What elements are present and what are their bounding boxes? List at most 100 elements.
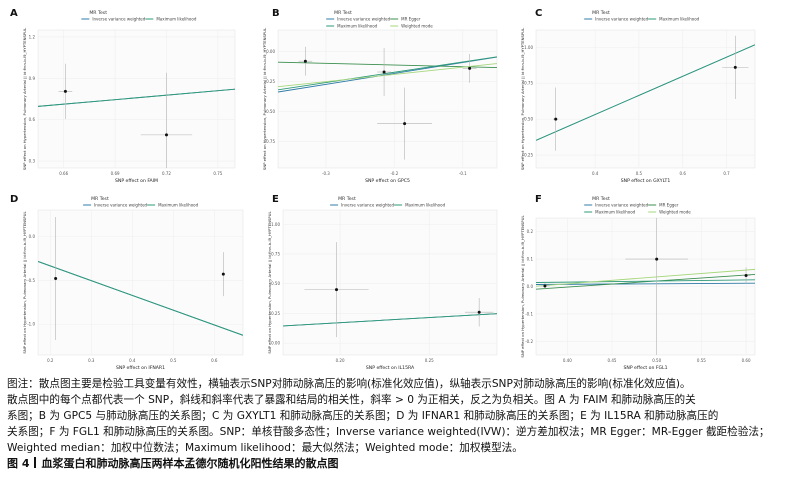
y-tick-label: 1.00 xyxy=(271,222,280,227)
regression-line xyxy=(536,282,755,285)
figure-title-text: 血浆蛋白和肺动脉高压两样本孟德尔随机化阳性结果的散点图 xyxy=(41,457,339,470)
y-tick-label: -0.2 xyxy=(525,339,533,344)
legend-title: MR Test xyxy=(334,10,352,16)
data-point xyxy=(468,66,472,70)
plot-area xyxy=(37,29,236,169)
y-tick-label: 1.00 xyxy=(524,45,533,50)
y-axis-label: SNP effect on Hypertension, Pulmonary Ar… xyxy=(262,27,267,170)
y-axis-label: SNP effect on Hypertension, Pulmonary Ar… xyxy=(22,27,27,170)
y-tick-label: 0.50 xyxy=(271,281,280,286)
panel-label: B xyxy=(272,8,280,19)
note-line: 散点图中的每个点都代表一个 SNP，斜线和斜率代表了暴露和结局的相关性，斜率 >… xyxy=(7,394,696,406)
y-tick-label: 0.6 xyxy=(29,117,36,122)
x-tick-label: 0.66 xyxy=(59,171,68,176)
x-tick-label: 0.6 xyxy=(680,171,687,176)
legend-entry: Inverse variance weighted xyxy=(337,17,390,22)
legend-title: MR Test xyxy=(592,196,610,202)
y-tick-label: 0.00 xyxy=(271,341,280,346)
y-tick-label: 0.0 xyxy=(527,284,534,289)
x-tick-label: 0.40 xyxy=(563,358,572,363)
legend-title: MR Test xyxy=(91,196,109,202)
y-tick-label: 0.1 xyxy=(527,257,534,262)
panel-b: B 0.00 -0.25 -0.50 -0.75 -0.3 -0.2 -0.1 SNP effe… xyxy=(262,8,498,184)
plot-area xyxy=(535,29,756,169)
panel-d: D 0.0 -0.5 -1.0 0.2 0.3 0.4 0.5 0.6 SNP effect on… xyxy=(10,194,244,371)
legend-entry: Inverse variance weighted xyxy=(94,203,147,208)
x-axis-label: SNP effect on IL15RA xyxy=(366,365,415,371)
regression-line xyxy=(283,313,497,327)
x-tick-label: 0.5 xyxy=(636,171,643,176)
data-point xyxy=(221,272,225,276)
data-point xyxy=(543,284,547,288)
legend-title: MR Test xyxy=(338,196,356,202)
panel-a: A 1.2 0.9 0.6 0.3 0.66 0.69 0.72 0.75 SNP effect … xyxy=(10,8,236,184)
x-tick-label: 0.3 xyxy=(88,358,95,363)
regression-line xyxy=(536,268,755,287)
panel-c: C 1.00 0.75 0.50 0.25 0.4 0.5 0.6 0.7 SNP effect … xyxy=(520,8,756,184)
x-tick-label: 0.69 xyxy=(111,171,120,176)
legend-entry: Inverse variance weighted xyxy=(341,203,394,208)
regression-line xyxy=(38,88,235,107)
y-tick-label: -1.0 xyxy=(27,322,35,327)
plot-area xyxy=(282,209,498,356)
x-tick-label: 0.20 xyxy=(336,358,345,363)
x-tick-label: 0.4 xyxy=(592,171,599,176)
x-tick-label: 0.50 xyxy=(652,358,661,363)
data-point xyxy=(335,288,338,292)
x-axis-label: SNP effect on GPC5 xyxy=(365,178,410,184)
legend-entry: MR Egger xyxy=(659,203,679,208)
y-tick-label: -0.25 xyxy=(265,79,276,84)
y-tick-label: 0.2 xyxy=(527,229,534,234)
y-tick-label: -0.75 xyxy=(265,139,276,144)
legend-entry: Maximum likelihood xyxy=(158,203,198,208)
panel-label: A xyxy=(10,8,18,19)
figure-label: 图 4 xyxy=(7,457,30,470)
note-line: 图注：散点图主要是检验工具变量有效性，横轴表示SNP对肺动脉高压的影响(标准化效… xyxy=(7,378,691,390)
x-tick-label: 0.55 xyxy=(697,358,706,363)
legend-entry: Maximum likelihood xyxy=(595,210,635,215)
x-tick-label: 0.2 xyxy=(47,358,54,363)
data-point xyxy=(303,59,307,63)
x-tick-label: 0.4 xyxy=(129,358,136,363)
legend-entry: Weighted mode xyxy=(659,210,691,215)
panel-f: F 0.2 0.1 0.0 -0.1 -0.2 0.40 0.45 0.50 0.55 0.60 SN… xyxy=(520,194,756,371)
x-tick-label: -0.2 xyxy=(390,171,398,176)
x-axis-label: SNP effect on IFNAR1 xyxy=(116,365,165,371)
x-axis-label: SNP effect on FAIM xyxy=(115,178,158,184)
figure-note: 图注：散点图主要是检验工具变量有效性，横轴表示SNP对肺动脉高压的影响(标准化效… xyxy=(7,376,797,456)
data-point xyxy=(54,277,58,281)
x-tick-label: 0.25 xyxy=(425,358,434,363)
y-tick-label: 0.00 xyxy=(266,49,275,54)
legend-entry: Maximum likelihood xyxy=(405,203,445,208)
x-tick-label: -0.1 xyxy=(459,171,467,176)
y-tick-label: 1.2 xyxy=(29,34,36,39)
y-tick-label: -0.50 xyxy=(265,109,276,114)
data-point xyxy=(382,70,386,74)
x-axis-label: SNP effect on FGL1 xyxy=(623,365,667,371)
x-tick-label: 0.60 xyxy=(742,358,751,363)
regression-line xyxy=(536,273,755,290)
x-tick-label: -0.3 xyxy=(322,171,330,176)
y-tick-label: -0.1 xyxy=(525,311,533,316)
y-tick-label: 0.0 xyxy=(29,234,36,239)
regression-line xyxy=(278,56,497,93)
y-tick-label: 0.25 xyxy=(271,311,280,316)
x-tick-label: 0.75 xyxy=(213,171,222,176)
y-tick-label: 0.25 xyxy=(524,153,533,158)
data-point xyxy=(655,257,659,261)
y-tick-label: 0.50 xyxy=(524,117,533,122)
y-tick-label: 0.3 xyxy=(29,159,36,164)
data-point xyxy=(477,310,481,314)
x-tick-label: 0.7 xyxy=(723,171,730,176)
data-point xyxy=(63,89,67,93)
regression-line xyxy=(536,44,755,141)
legend-entry: Inverse variance weighted xyxy=(595,203,648,208)
legend-entry: Inverse variance weighted xyxy=(92,17,145,22)
data-point xyxy=(164,133,168,137)
y-tick-label: 0.75 xyxy=(271,251,280,256)
x-tick-label: 0.5 xyxy=(170,358,177,363)
regression-line xyxy=(38,261,243,336)
x-tick-label: 0.6 xyxy=(211,358,218,363)
